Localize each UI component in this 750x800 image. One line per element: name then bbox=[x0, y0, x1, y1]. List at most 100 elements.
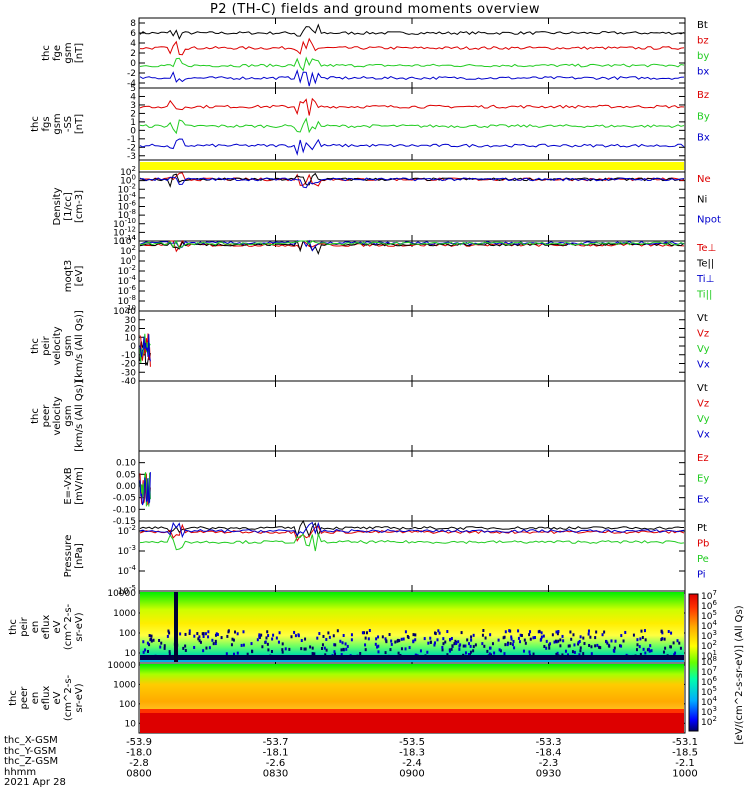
spectrogram-noise bbox=[400, 647, 403, 651]
x-tick-label: -2.6 bbox=[266, 758, 286, 769]
spectrogram-noise bbox=[300, 647, 303, 651]
y-tick-label: 20 bbox=[125, 325, 137, 335]
series-Vy bbox=[139, 333, 151, 364]
spectrogram-noise bbox=[613, 646, 616, 650]
spectrogram-noise bbox=[150, 639, 153, 643]
spectrogram-noise bbox=[304, 647, 307, 651]
spectrogram-noise bbox=[344, 642, 347, 646]
spectrogram-noise bbox=[622, 639, 625, 643]
legend-Ni: Ni bbox=[697, 194, 707, 205]
spectrogram-noise bbox=[260, 633, 263, 637]
y-axis-label: thcfgegsm[nT] bbox=[41, 42, 85, 63]
x-tick-label: -53.5 bbox=[399, 737, 425, 748]
y-tick-label: -20 bbox=[121, 360, 136, 370]
series-by bbox=[139, 56, 685, 72]
legend-Bz: Bz bbox=[697, 90, 709, 101]
spectrogram-noise bbox=[559, 638, 562, 642]
footer-row-y: thc_Y-GSM bbox=[4, 745, 57, 757]
spectrogram-noise bbox=[398, 639, 401, 643]
spectrogram-noise bbox=[608, 644, 611, 648]
spectrogram-noise bbox=[196, 632, 199, 636]
spectrogram-noise bbox=[518, 640, 521, 644]
y-tick-label: 10-8 bbox=[118, 208, 136, 221]
legend-Vt: Vt bbox=[697, 313, 708, 324]
spectrogram-noise bbox=[579, 646, 582, 650]
spectrogram-noise bbox=[414, 633, 417, 637]
spectrogram-noise bbox=[294, 634, 297, 638]
spectrogram-noise bbox=[624, 630, 627, 634]
series-Ti⊥ bbox=[139, 239, 685, 252]
y-tick-label: 100 bbox=[120, 174, 136, 187]
spectrogram-noise bbox=[288, 647, 291, 651]
spectrogram-noise bbox=[350, 638, 353, 642]
spectrogram-noise bbox=[341, 641, 344, 645]
y-tick-label: -0.15 bbox=[113, 517, 136, 527]
spectrogram-noise bbox=[198, 635, 201, 639]
spectrogram-noise bbox=[481, 642, 484, 646]
series-Npot bbox=[139, 176, 685, 189]
page-title: P2 (TH-C) fields and ground moments over… bbox=[209, 2, 541, 17]
spectrogram-noise bbox=[290, 635, 293, 639]
y-axis-label: E=-VxB[mV/m] bbox=[63, 467, 85, 505]
spectrogram-noise bbox=[346, 644, 349, 648]
x-tick-label: 0800 bbox=[126, 769, 151, 780]
spectrogram-noise bbox=[163, 644, 166, 648]
spectrogram-noise bbox=[590, 645, 593, 649]
y-tick-label: -10 bbox=[121, 351, 136, 361]
legend-Vz: Vz bbox=[697, 329, 709, 340]
spectrogram-noise bbox=[205, 646, 208, 650]
spectrogram-noise bbox=[284, 647, 287, 651]
spectrogram-noise bbox=[265, 636, 268, 640]
spectrogram-noise bbox=[450, 637, 453, 641]
spectrogram-noise bbox=[404, 630, 407, 634]
spectrogram-noise bbox=[208, 646, 211, 650]
y-tick-label: 10-2 bbox=[118, 182, 136, 195]
spectrogram-noise bbox=[258, 634, 261, 638]
spectrogram-noise bbox=[215, 632, 218, 636]
legend-Ti⊥: Ti⊥ bbox=[696, 274, 714, 285]
spectrogram-noise bbox=[678, 641, 681, 645]
spectrogram-noise bbox=[555, 652, 558, 656]
spectrogram-noise bbox=[468, 642, 471, 646]
legend-By: By bbox=[697, 111, 710, 122]
spectrogram-noise bbox=[242, 643, 245, 647]
spectrogram-noise bbox=[159, 645, 162, 649]
spectrogram-noise bbox=[513, 646, 516, 650]
legend-Pb: Pb bbox=[697, 539, 709, 550]
spectrogram-noise bbox=[553, 640, 556, 644]
y-tick-label: 100 bbox=[119, 700, 136, 710]
spectrogram-noise bbox=[433, 643, 436, 647]
spectrogram-noise bbox=[568, 644, 571, 648]
spectrogram-noise bbox=[569, 630, 572, 634]
spectrogram-noise bbox=[444, 640, 447, 644]
colorbar-tick: 108 bbox=[701, 655, 717, 668]
spectrogram-noise bbox=[639, 652, 642, 656]
legend-Te⊥: Te⊥ bbox=[696, 243, 716, 254]
spectrogram-noise bbox=[554, 639, 557, 643]
spectrogram-noise bbox=[342, 633, 345, 637]
spectrogram-noise bbox=[596, 643, 599, 647]
spectrogram-noise bbox=[325, 637, 328, 641]
y-tick-label: -30 bbox=[121, 368, 136, 378]
y-tick-label: 10 bbox=[125, 719, 137, 729]
spectrogram-noise bbox=[340, 653, 343, 657]
panel-11: 10000 1000 100 10 thcpeerenefluxeV(cm^2-s-sr… bbox=[8, 661, 686, 734]
spectrogram-noise bbox=[271, 637, 274, 641]
spectrogram-noise bbox=[595, 630, 598, 634]
x-tick-label: -53.7 bbox=[263, 737, 289, 748]
y-tick-label: 0.00 bbox=[116, 482, 136, 492]
spectrogram-noise bbox=[236, 651, 239, 655]
spectrogram-noise bbox=[453, 642, 456, 646]
spectrogram-noise bbox=[367, 637, 370, 641]
spectrogram-noise bbox=[377, 635, 380, 639]
spectrogram-noise bbox=[339, 639, 342, 643]
spectrogram-noise bbox=[232, 652, 235, 656]
spectrogram-noise bbox=[396, 638, 399, 642]
spectrogram-noise bbox=[434, 641, 437, 645]
spectrogram-noise bbox=[342, 647, 345, 651]
spectrogram-noise bbox=[230, 643, 233, 647]
spectrogram-noise bbox=[397, 651, 400, 655]
